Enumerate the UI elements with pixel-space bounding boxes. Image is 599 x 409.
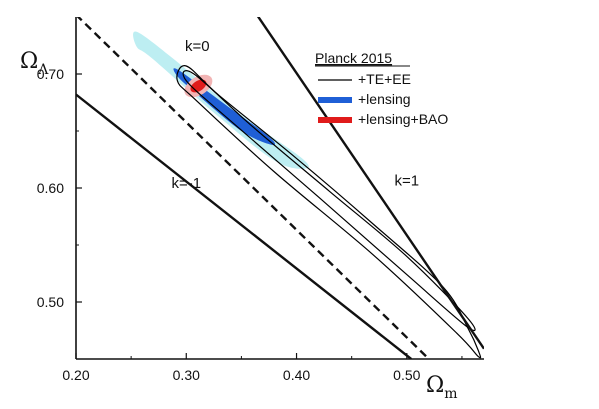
legend-label-1: +lensing (358, 91, 411, 107)
contour-te-ee-68 (182, 70, 476, 332)
legend-title: Planck 2015 (315, 50, 392, 66)
legend-label-2: +lensing+BAO (358, 111, 448, 127)
contour-te-ee-95 (176, 65, 482, 359)
y-tick-label-1: 0.60 (37, 180, 64, 196)
x-axis-label: Ωm (426, 373, 458, 402)
legend-label-0: +TE+EE (358, 71, 411, 87)
plot-layer (76, 17, 484, 359)
label-k-minus-1: k=-1 (171, 175, 201, 192)
reference-line-2 (256, 17, 484, 350)
frame-layer (75, 17, 484, 360)
x-tick-label-3: 0.50 (393, 367, 420, 383)
reference-line-0 (76, 17, 430, 359)
label-k-0: k=0 (185, 38, 210, 55)
x-tick-label-2: 0.40 (283, 367, 310, 383)
reference-line-1 (76, 93, 412, 359)
x-tick-label-1: 0.30 (173, 367, 200, 383)
y-axis-label: ΩΛ (20, 49, 49, 78)
y-tick-label-2: 0.70 (37, 66, 64, 82)
label-k-1: k=1 (395, 173, 420, 190)
text-layer: 0.20 0.30 0.40 0.50 0.50 0.60 0.70 k=0 k=-1 k=1 Ωm… (20, 38, 458, 402)
y-tick-label-0: 0.50 (37, 294, 64, 310)
x-tick-label-0: 0.20 (62, 367, 89, 383)
